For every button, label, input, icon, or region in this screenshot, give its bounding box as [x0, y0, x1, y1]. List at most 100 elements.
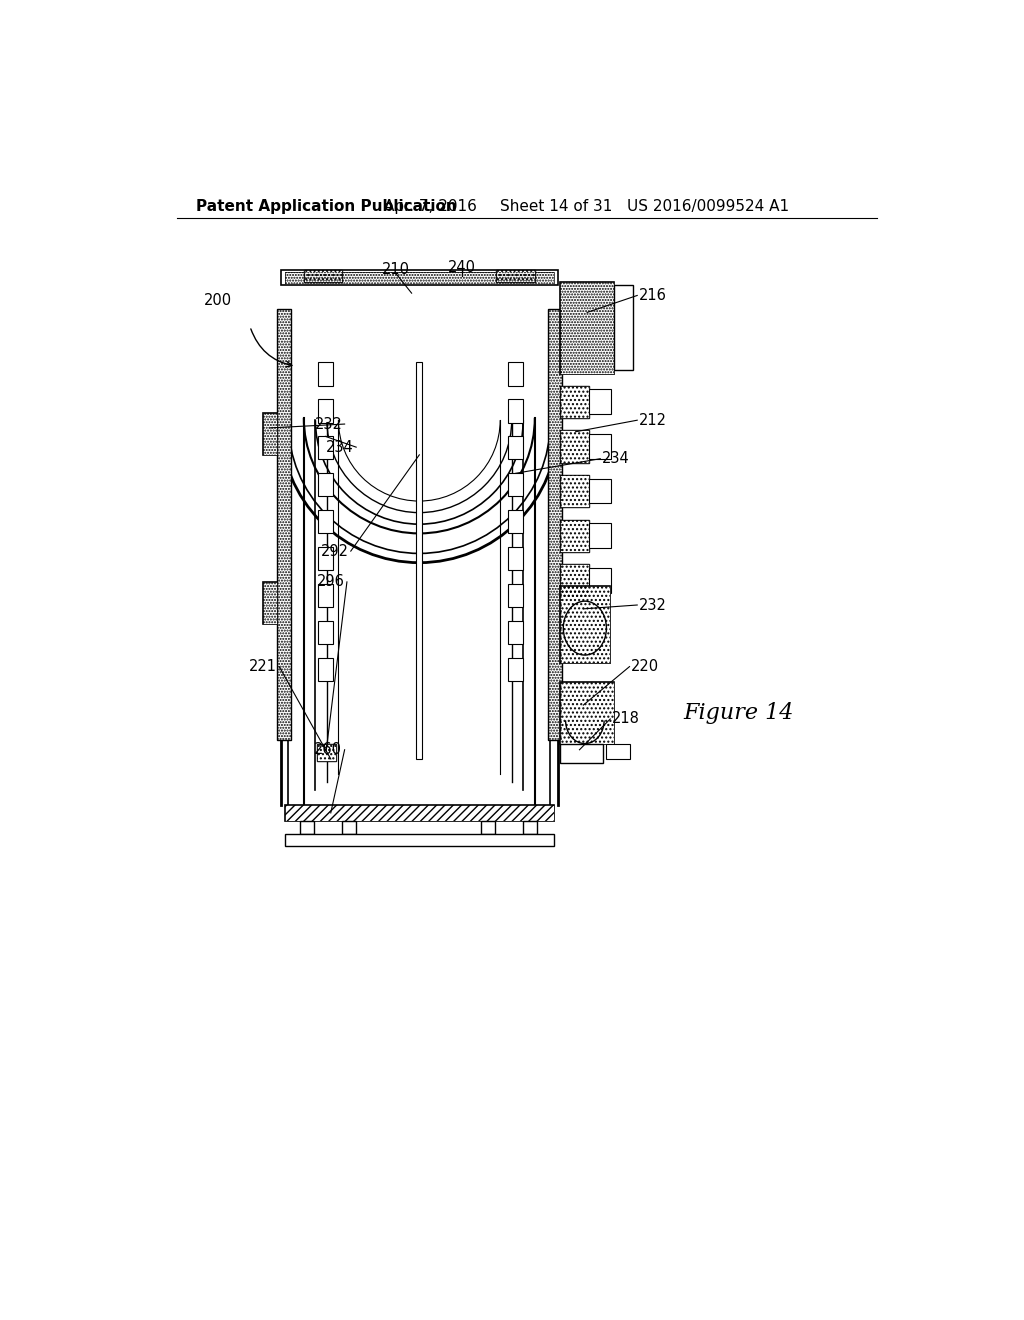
Bar — [560, 385, 590, 418]
Bar — [285, 272, 554, 284]
Bar — [614, 285, 634, 370]
Bar — [317, 585, 333, 607]
Bar — [590, 389, 611, 414]
Bar — [304, 271, 342, 282]
Bar — [304, 271, 342, 282]
Bar — [508, 363, 523, 385]
Bar — [285, 834, 554, 846]
Text: 232: 232 — [315, 417, 343, 432]
Bar — [508, 548, 523, 570]
Text: 234: 234 — [602, 451, 630, 466]
Bar — [317, 400, 333, 422]
Bar — [606, 743, 630, 759]
Text: 232: 232 — [639, 598, 667, 612]
Bar — [560, 281, 614, 374]
Bar — [548, 309, 562, 739]
Bar — [263, 582, 276, 624]
Text: 200: 200 — [204, 293, 232, 309]
Bar — [560, 586, 610, 663]
Bar — [317, 511, 333, 533]
Bar — [560, 430, 590, 462]
Bar — [285, 272, 554, 284]
Bar — [281, 271, 558, 285]
Bar — [508, 437, 523, 459]
Bar — [508, 622, 523, 644]
Bar — [316, 743, 336, 760]
Bar — [317, 363, 333, 385]
Text: 296: 296 — [316, 574, 345, 590]
Text: Sheet 14 of 31: Sheet 14 of 31 — [500, 198, 612, 214]
Text: 292: 292 — [321, 544, 348, 558]
Bar — [276, 309, 291, 739]
Bar — [342, 821, 356, 834]
Bar — [416, 363, 422, 759]
Bar — [560, 520, 590, 552]
Bar — [263, 412, 276, 455]
Bar — [590, 568, 611, 593]
Bar — [560, 385, 590, 418]
Text: 220: 220 — [631, 659, 659, 675]
Bar — [560, 682, 614, 743]
Bar — [560, 520, 590, 552]
Bar — [560, 564, 590, 597]
Bar — [560, 743, 602, 763]
Bar — [560, 281, 614, 374]
Text: 212: 212 — [639, 413, 667, 428]
Bar — [276, 309, 291, 739]
Bar — [508, 400, 523, 422]
Text: Apr. 7, 2016: Apr. 7, 2016 — [384, 198, 477, 214]
Text: Patent Application Publication: Patent Application Publication — [196, 198, 457, 214]
Text: 218: 218 — [611, 711, 640, 726]
Bar — [560, 430, 590, 462]
Bar — [560, 586, 610, 663]
Bar — [560, 682, 614, 743]
Bar — [560, 586, 610, 663]
Bar — [317, 474, 333, 496]
Bar — [497, 271, 535, 282]
Bar — [316, 743, 336, 760]
Bar — [590, 479, 611, 503]
Bar — [523, 821, 538, 834]
Bar — [317, 548, 333, 570]
Text: 210: 210 — [382, 261, 411, 277]
Bar — [285, 805, 554, 821]
Text: Figure 14: Figure 14 — [684, 702, 794, 723]
Bar — [304, 271, 342, 282]
Bar — [497, 271, 535, 282]
Bar — [560, 475, 590, 507]
Bar — [548, 309, 562, 739]
Bar — [263, 582, 276, 624]
Bar — [560, 520, 590, 552]
Bar — [263, 412, 276, 455]
Bar — [285, 805, 554, 821]
Bar — [560, 475, 590, 507]
Text: 221: 221 — [249, 659, 276, 675]
Bar — [590, 524, 611, 548]
Text: US 2016/0099524 A1: US 2016/0099524 A1 — [627, 198, 790, 214]
Bar — [508, 511, 523, 533]
Bar — [590, 434, 611, 459]
Bar — [560, 281, 614, 374]
Bar — [263, 412, 276, 455]
Bar — [508, 659, 523, 681]
Bar — [300, 821, 313, 834]
Bar — [316, 743, 336, 760]
Bar — [560, 475, 590, 507]
Bar — [560, 385, 590, 418]
Bar — [508, 474, 523, 496]
Bar — [560, 430, 590, 462]
Bar — [285, 805, 554, 821]
Bar — [317, 622, 333, 644]
Bar — [548, 309, 562, 739]
Bar — [317, 437, 333, 459]
Bar — [560, 564, 590, 597]
Text: 216: 216 — [639, 288, 667, 304]
Bar — [263, 582, 276, 624]
Bar — [317, 659, 333, 681]
Bar — [508, 585, 523, 607]
Bar — [497, 271, 535, 282]
Bar — [481, 821, 495, 834]
Bar — [276, 309, 291, 739]
Bar — [560, 564, 590, 597]
Text: 234: 234 — [326, 440, 354, 454]
